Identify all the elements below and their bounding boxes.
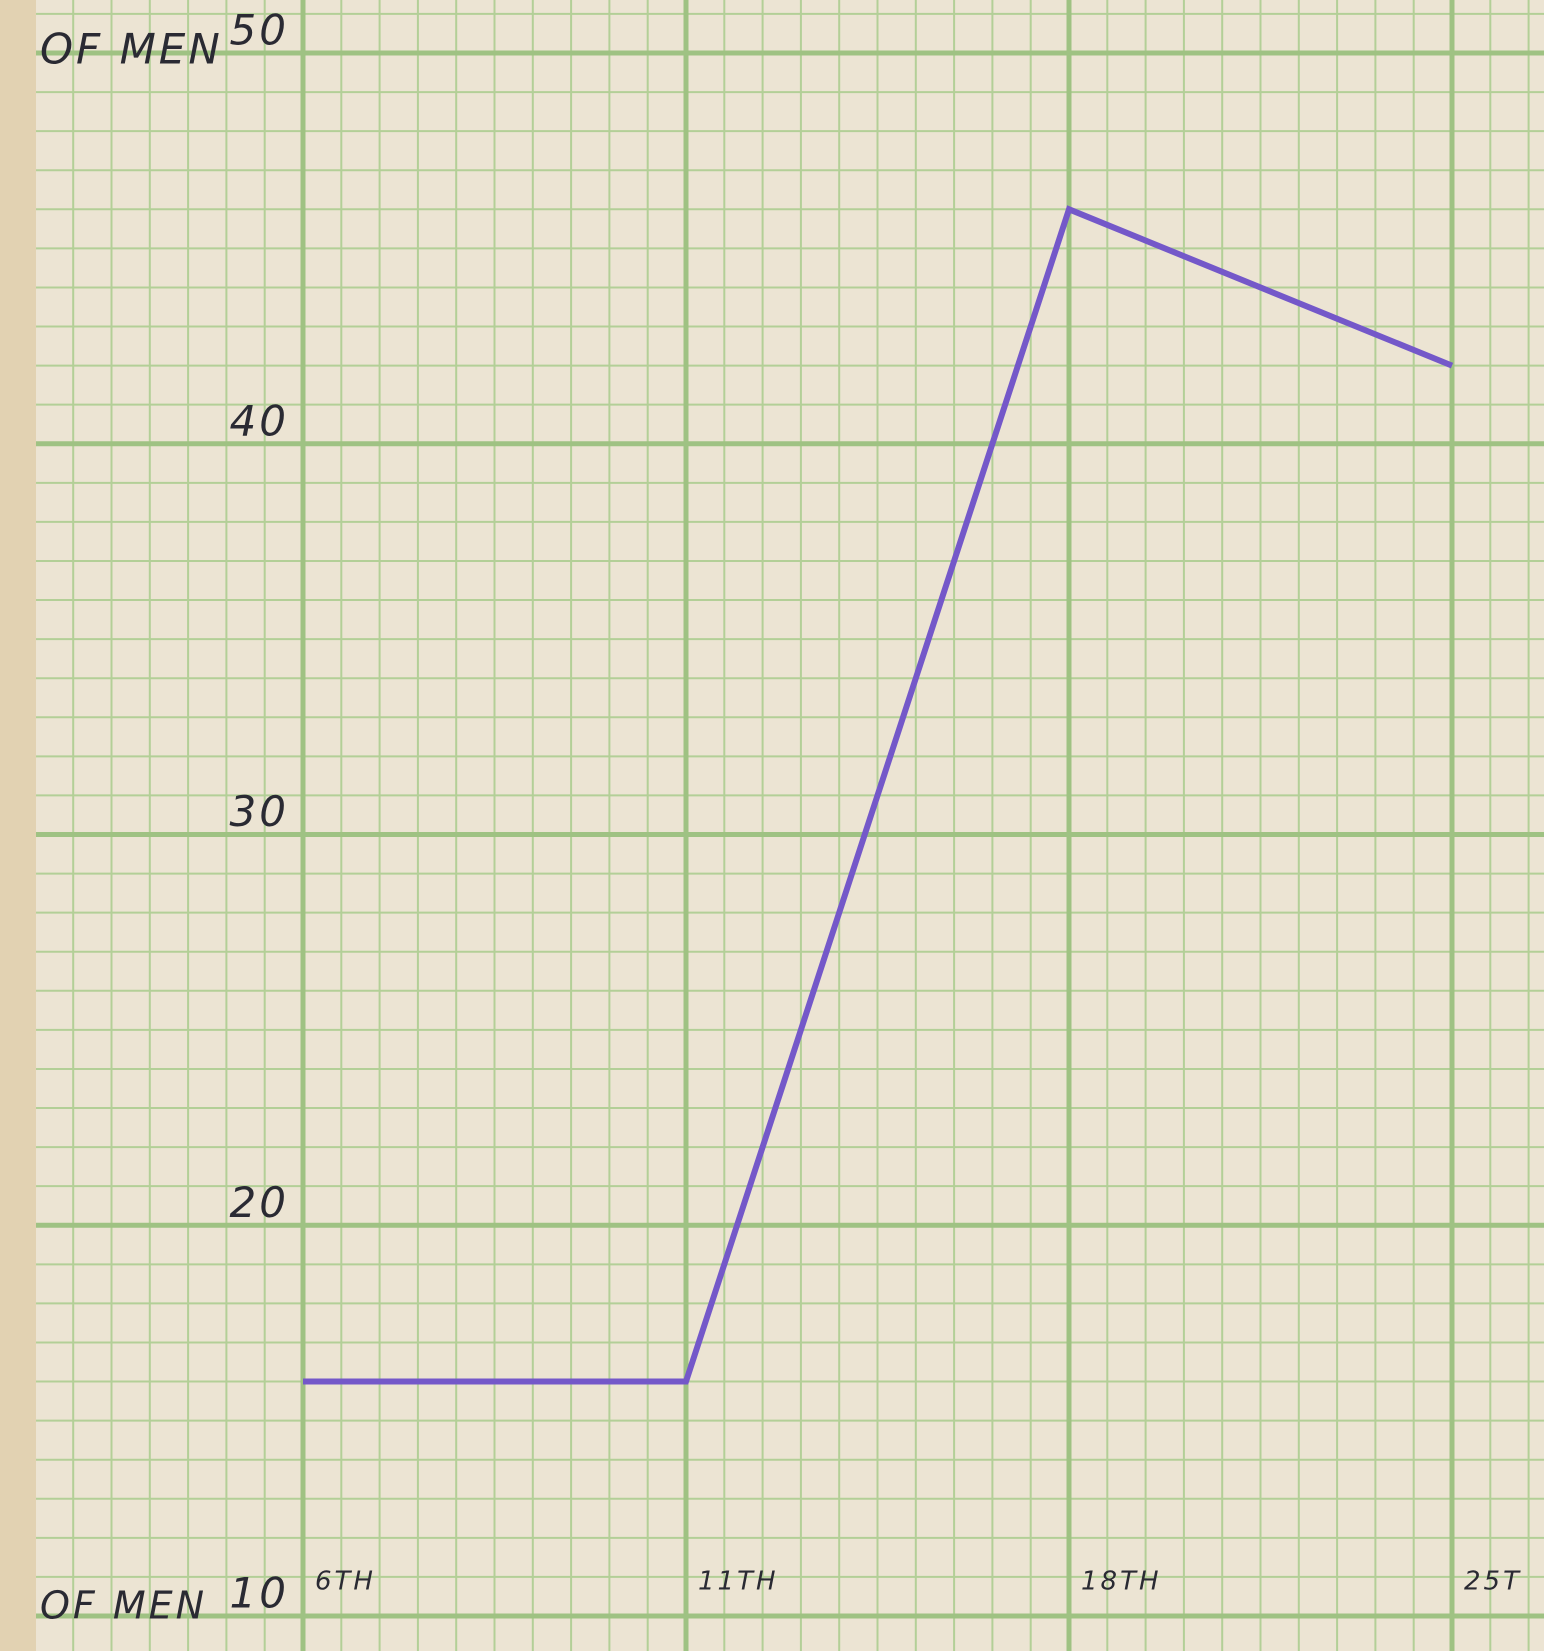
x-tick-label: 11TH — [698, 1567, 779, 1597]
page: {"chart_data": {"type": "line", "annotat… — [0, 0, 1544, 1651]
y-tick-label: 50 — [230, 6, 289, 55]
x-tick-label: 25T — [1464, 1567, 1522, 1597]
axis-label-fragment: OF MEN — [40, 1584, 207, 1628]
paper-edge — [0, 0, 36, 1651]
y-tick-label: 30 — [230, 787, 289, 836]
y-tick-label: 20 — [230, 1178, 289, 1227]
chart: OF MEN OF MEN 10 20 30 40 50 6TH 11TH 18TH 25T — [0, 0, 1544, 1651]
axis-label-fragment: OF MEN — [40, 25, 223, 74]
y-tick-label: 10 — [230, 1569, 289, 1618]
x-tick-label: 6TH — [315, 1567, 376, 1597]
x-tick-label: 18TH — [1081, 1567, 1162, 1597]
y-tick-label: 40 — [230, 396, 289, 445]
